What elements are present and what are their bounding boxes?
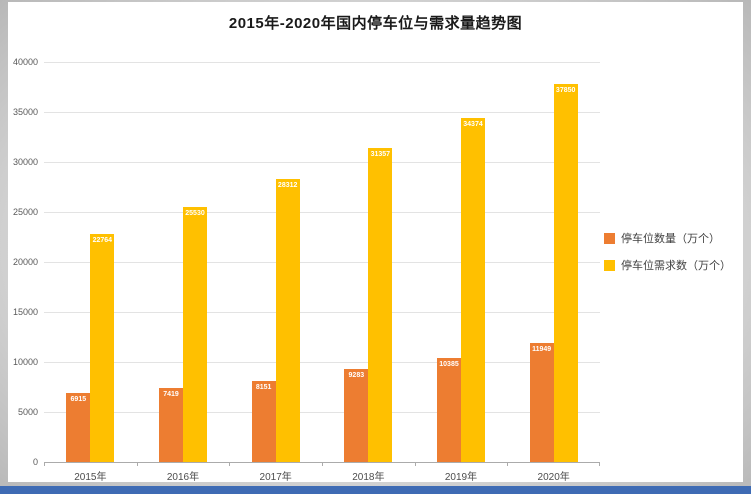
- x-axis-labels: 2015年 2016年 2017年 2018年 2019年 2020年: [44, 468, 600, 484]
- bar-value-label: 34374: [463, 121, 483, 129]
- legend-swatch-supply-icon: [604, 232, 615, 244]
- legend-item-demand: 停车位需求数（万个）: [604, 257, 731, 273]
- y-axis-labels: 0 5000 10000 15000 20000 25000 30000 35000 40000: [8, 57, 40, 467]
- bar-supply-2020: 11949: [529, 342, 554, 462]
- bar-demand-2020: 37850: [553, 83, 578, 462]
- x-axis-category-label: 2018年: [352, 472, 385, 483]
- gridline: [44, 412, 600, 413]
- x-axis-tick-mark: [44, 462, 45, 466]
- y-axis-tick-label: 35000: [12, 107, 38, 117]
- y-axis-tick-label: 0: [32, 457, 38, 467]
- bar-demand-2015: 22764: [90, 234, 115, 462]
- gridline: [44, 162, 600, 163]
- bar-value-label: 10385: [439, 361, 459, 369]
- x-axis-tick-mark: [136, 462, 138, 466]
- gridline: [44, 262, 600, 263]
- bar-supply-2017: 8151: [251, 380, 276, 462]
- y-axis-tick-label: 15000: [12, 307, 38, 317]
- x-axis-category-label: 2015年: [74, 472, 107, 483]
- bar-value-label: 37850: [555, 86, 576, 94]
- legend: 停车位数量（万个） 停车位需求数（万个）: [604, 230, 731, 273]
- bar-supply-2016: 7419: [159, 387, 183, 462]
- bar-value-label: 28312: [277, 181, 298, 189]
- bar-demand-2017: 28312: [275, 178, 300, 462]
- bar-value-label: 31357: [370, 151, 391, 159]
- x-axis-category-label: 2017年: [259, 472, 292, 483]
- bar-supply-2018: 9283: [344, 369, 369, 462]
- x-axis-tick-mark: [599, 462, 600, 466]
- gridline: [44, 312, 600, 313]
- bar-value-label: 11949: [532, 345, 552, 353]
- x-axis-category-label: 2016年: [166, 472, 200, 483]
- x-axis-tick-mark: [229, 462, 231, 466]
- gridline: [44, 112, 600, 113]
- bar-supply-2015: 6915: [66, 392, 91, 462]
- bar-value-label: 9283: [348, 372, 365, 380]
- y-axis-tick-label: 40000: [12, 57, 38, 67]
- bar-value-label: 8151: [255, 383, 272, 391]
- bar-demand-2016: 25530: [183, 206, 207, 462]
- bar-value-label: 7419: [163, 390, 179, 398]
- bar-demand-2018: 31357: [368, 148, 393, 462]
- bottom-blue-strip: [0, 486, 751, 494]
- gridline: [44, 362, 600, 363]
- bar-value-label: 6915: [70, 395, 87, 403]
- y-axis-tick-label: 5000: [17, 407, 38, 417]
- bar-supply-2019: 10385: [437, 358, 461, 462]
- y-axis-tick-label: 25000: [12, 207, 38, 217]
- x-axis-tick-mark: [322, 462, 323, 466]
- legend-label-demand: 停车位需求数（万个）: [621, 260, 731, 272]
- gridline: [44, 62, 600, 63]
- y-axis-tick-label: 10000: [12, 357, 38, 367]
- x-axis-category-label: 2019年: [444, 472, 478, 483]
- bar-demand-2019: 34374: [461, 118, 485, 462]
- legend-swatch-demand-icon: [604, 259, 615, 271]
- x-axis-tick-mark: [414, 462, 416, 466]
- chart-title: 2015年-2020年国内停车位与需求量趋势图: [228, 15, 523, 32]
- legend-item-supply: 停车位数量（万个）: [604, 230, 731, 246]
- y-axis-tick-label: 30000: [12, 157, 38, 167]
- gridline: [44, 212, 600, 213]
- legend-label-supply: 停车位数量（万个）: [621, 233, 720, 245]
- x-axis-tick-mark: [507, 462, 509, 466]
- x-axis-category-label: 2020年: [537, 472, 570, 483]
- y-axis-tick-label: 20000: [12, 257, 38, 267]
- bar-value-label: 25530: [185, 209, 205, 217]
- plot-area: 6915 22764 7419 25530 8151 28312 9283 31357 1038…: [44, 62, 600, 466]
- chart-panel: 2015年-2020年国内停车位与需求量趋势图 0 5000 10000 15000 2…: [8, 2, 743, 484]
- bar-value-label: 22764: [92, 237, 113, 245]
